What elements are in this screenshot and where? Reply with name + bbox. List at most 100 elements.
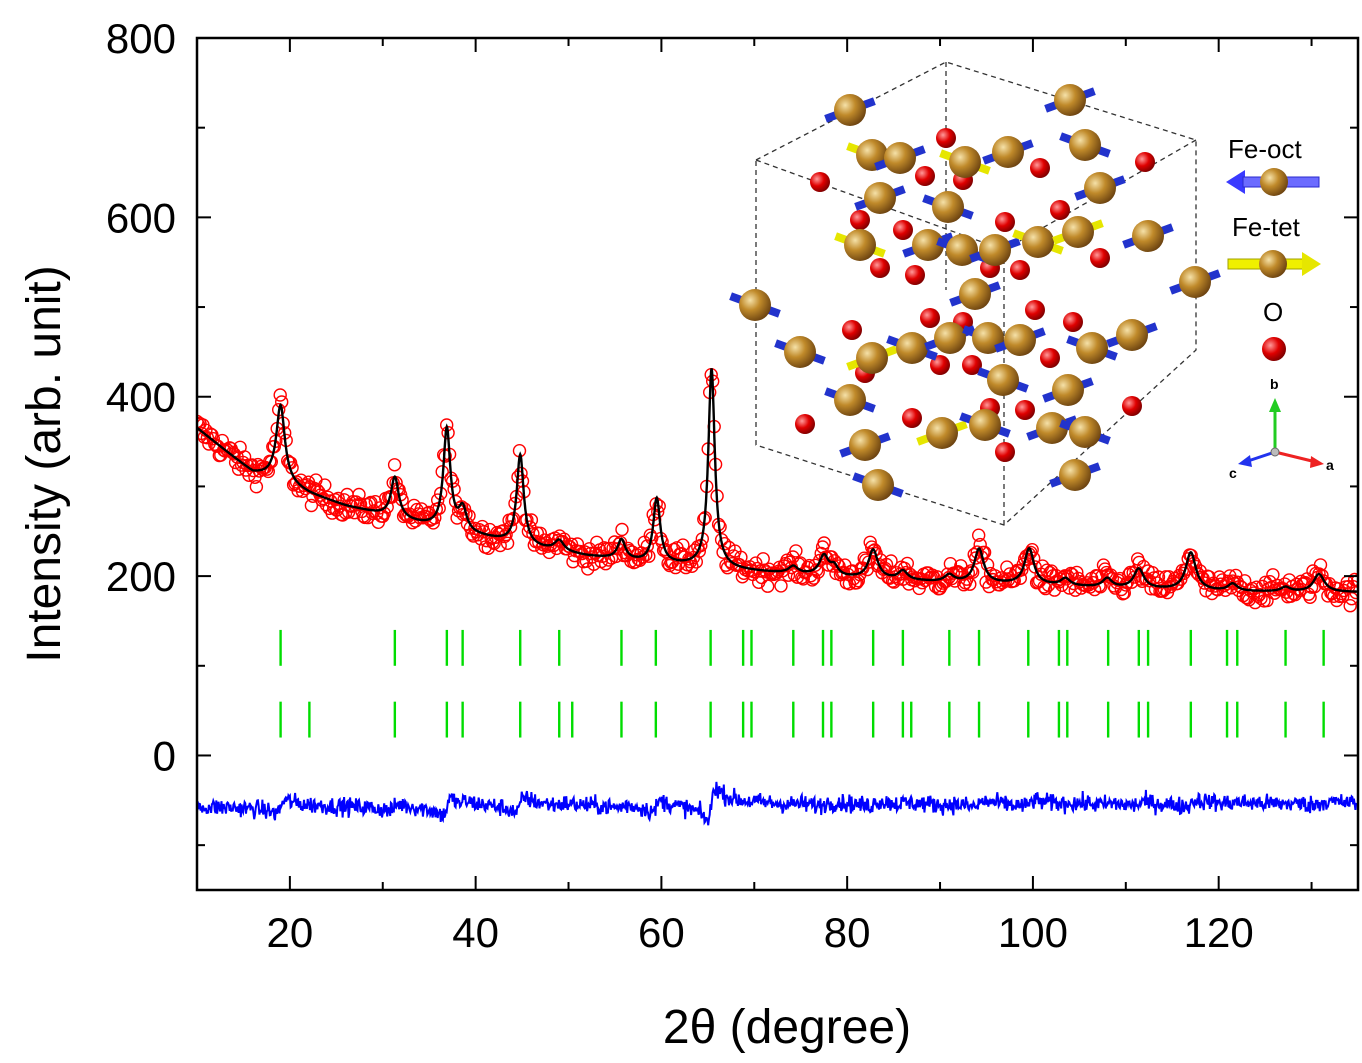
observed-point <box>431 493 445 507</box>
fe-oct-atom <box>1049 459 1101 491</box>
observed-point <box>977 545 992 560</box>
fe-oct-atom <box>1044 84 1096 116</box>
observed-point <box>206 432 221 446</box>
observed-point <box>615 522 629 537</box>
fe-tet-atom <box>1012 226 1064 258</box>
oxygen-atom <box>1122 396 1142 416</box>
observed-point <box>972 528 986 542</box>
oxygen-atom <box>1010 260 1030 280</box>
observed-point <box>1171 576 1185 591</box>
fe-oct-atom <box>982 136 1034 168</box>
fe-tet-atom <box>834 229 886 261</box>
observed-point <box>1047 583 1062 597</box>
fe-oct-atom <box>886 332 938 364</box>
observed-point <box>1093 580 1108 594</box>
legend-label-fe-tet: Fe-tet <box>1232 212 1301 242</box>
observed-point <box>407 498 421 513</box>
observed-point <box>884 554 898 568</box>
fe-oct-atom <box>854 182 906 214</box>
fe-oct-atom <box>969 234 1021 266</box>
observed-point <box>1334 586 1349 601</box>
observed-point <box>1237 574 1252 588</box>
fe-oct-legend-icon <box>1226 168 1320 196</box>
observed-point <box>1346 580 1358 594</box>
fe-tet-atom <box>846 342 898 374</box>
fe-oct-atom <box>977 364 1029 396</box>
observed-point <box>234 458 249 472</box>
observed-point <box>851 574 865 588</box>
oxygen-atom <box>995 442 1015 462</box>
oxygen-atom <box>905 265 925 285</box>
fe-oct-atom <box>1066 332 1118 364</box>
y-tick-label: 400 <box>106 374 176 421</box>
o-legend-icon <box>1262 337 1286 361</box>
crystal-structure-inset: Fe-oct Fe-tet O b c <box>729 61 1334 526</box>
fe-oct-atom <box>774 336 826 368</box>
observed-point <box>685 559 699 573</box>
observed-point <box>1218 583 1233 597</box>
oxygen-atom <box>920 308 940 328</box>
difference-series-line <box>197 781 1358 826</box>
a-axis-label: a <box>1326 457 1334 473</box>
oxygen-atom <box>850 210 870 230</box>
observed-point <box>1348 572 1358 587</box>
observed-point <box>503 520 518 534</box>
observed-point <box>353 497 368 511</box>
y-axis-title: Intensity (arb. unit) <box>18 265 71 663</box>
fe-oct-atom <box>1074 172 1126 204</box>
fe-oct-atom <box>959 409 1011 441</box>
observed-point <box>1212 570 1227 584</box>
x-axis-title: 2θ (degree) <box>663 1001 911 1054</box>
fe-oct-atom <box>1042 374 1094 406</box>
oxygen-atom <box>902 408 922 428</box>
observed-point <box>850 576 864 590</box>
oxygen-atom <box>1090 248 1110 268</box>
fe-tet-atom <box>1052 216 1104 248</box>
fe-oct-atom <box>839 429 891 461</box>
x-tick-label: 100 <box>998 909 1068 956</box>
x-tick-label: 20 <box>267 909 314 956</box>
oxygen-atom <box>1025 300 1045 320</box>
observed-point <box>964 564 978 578</box>
x-tick-label: 40 <box>452 909 499 956</box>
observed-series <box>197 368 1358 613</box>
oxygen-atom <box>1050 200 1070 220</box>
observed-point <box>315 493 329 507</box>
legend-label-fe-oct: Fe-oct <box>1228 134 1302 164</box>
fe-tet-atom <box>916 417 968 449</box>
plot-frame <box>195 36 1360 892</box>
observed-point <box>1188 559 1203 574</box>
oxygen-atom <box>842 320 862 340</box>
oxygen-atom <box>1040 348 1060 368</box>
plot-area <box>197 368 1358 826</box>
observed-point <box>387 458 402 472</box>
observed-point <box>1064 566 1078 581</box>
observed-point <box>1343 599 1357 613</box>
observed-point <box>1043 566 1057 580</box>
observed-point <box>796 572 810 586</box>
observed-point <box>318 478 332 492</box>
fe-oct-atom <box>1106 319 1158 351</box>
oxygen-atom <box>1015 400 1035 420</box>
crystal-axes-indicator: b c a <box>1229 376 1334 481</box>
observed-point <box>524 513 539 527</box>
fe-oct-atom <box>994 324 1046 356</box>
observed-point <box>1070 565 1084 580</box>
observed-point <box>879 557 894 572</box>
atoms <box>729 84 1221 501</box>
observed-point <box>1038 581 1053 596</box>
oxygen-atom <box>1135 152 1155 172</box>
observed-point <box>231 462 246 476</box>
fe-oct-atom <box>1169 266 1221 298</box>
observed-point <box>817 536 831 550</box>
observed-point <box>734 550 748 564</box>
fe-oct-atom <box>949 278 1001 310</box>
oxygen-atom <box>870 258 890 278</box>
observed-point <box>774 579 788 593</box>
fe-oct-atom <box>824 94 876 126</box>
observed-point <box>1255 579 1270 594</box>
y-tick-label: 600 <box>106 194 176 241</box>
oxygen-atom <box>936 128 956 148</box>
y-tick-label: 800 <box>106 15 176 62</box>
x-tick-labels: 20 40 60 80 100 120 <box>267 909 1254 956</box>
